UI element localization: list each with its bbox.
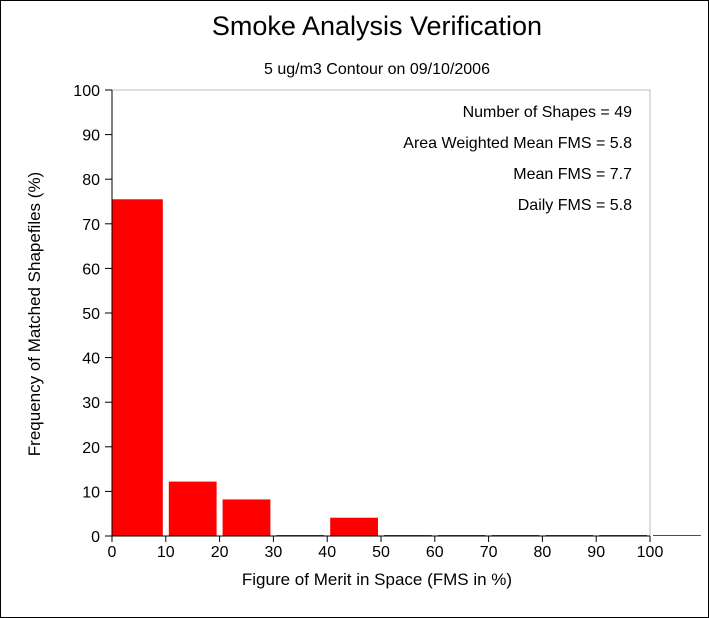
y-tick-label: 50	[82, 306, 100, 323]
y-tick-label: 60	[82, 261, 100, 278]
x-tick-label: 100	[637, 544, 664, 561]
x-tick-label: 20	[211, 544, 229, 561]
x-tick-label: 80	[534, 544, 552, 561]
stat-annotation: Area Weighted Mean FMS = 5.8	[403, 135, 632, 152]
y-tick-label: 10	[82, 484, 100, 501]
stat-annotation: Mean FMS = 7.7	[513, 166, 632, 183]
x-tick-label: 40	[318, 544, 336, 561]
x-tick-label: 10	[157, 544, 175, 561]
histogram-bar	[222, 499, 271, 536]
plot-area	[111, 89, 651, 537]
histogram-bar	[330, 517, 378, 536]
histogram-bar	[168, 481, 217, 536]
axes-group: 0 10 20 30 40 50 60 70 80 90 100 0 10 20 30 40 50 60 70 80 9…	[73, 83, 663, 561]
y-tick-label: 100	[73, 83, 100, 100]
x-tick-label: 50	[372, 544, 390, 561]
x-axis-label: Figure of Merit in Space (FMS in %)	[242, 570, 512, 589]
y-axis-label: Frequency of Matched Shapefiles (%)	[25, 172, 44, 456]
y-tick-label: 40	[82, 351, 100, 368]
stat-annotation: Number of Shapes = 49	[463, 104, 633, 121]
y-tick-label: 90	[82, 128, 100, 145]
annotations-group: Number of Shapes = 49 Area Weighted Mean …	[403, 104, 632, 214]
y-tick-label: 20	[82, 440, 100, 457]
y-tick-label: 70	[82, 217, 100, 234]
x-tick-label: 70	[480, 544, 498, 561]
histogram-bar	[112, 199, 163, 536]
stat-annotation: Daily FMS = 5.8	[518, 197, 632, 214]
x-tick-label: 90	[587, 544, 605, 561]
chart-subtitle: 5 ug/m3 Contour on 09/10/2006	[264, 61, 490, 78]
y-tick-label: 80	[82, 172, 100, 189]
x-tick-label: 0	[108, 544, 117, 561]
plot-border	[111, 89, 651, 537]
chart-title: Smoke Analysis Verification	[212, 11, 542, 41]
x-tick-label: 30	[265, 544, 283, 561]
bars-group	[112, 199, 701, 536]
x-tick-label: 60	[426, 544, 444, 561]
y-tick-label: 30	[82, 395, 100, 412]
y-tick-label: 0	[91, 529, 100, 546]
